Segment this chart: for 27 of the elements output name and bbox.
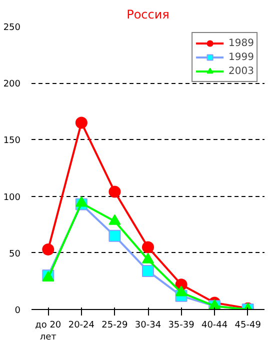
point <box>75 196 88 207</box>
x-tick-label: 35-39 <box>168 320 195 330</box>
x-tick-label: 25-29 <box>102 320 128 330</box>
x-tick-label: 45-49 <box>234 320 262 330</box>
y-tick-label: 250 <box>3 23 21 33</box>
legend-label: 1989 <box>228 36 254 50</box>
y-tick-label: 50 <box>9 249 21 260</box>
x-tick-label: до 20 лет <box>35 320 62 342</box>
point <box>142 241 154 254</box>
point <box>142 252 154 264</box>
point <box>175 286 188 296</box>
point <box>75 116 88 129</box>
chart-title: Россия <box>126 8 170 22</box>
y-tick-label: 100 <box>3 192 21 203</box>
point <box>42 244 54 256</box>
x-tick-label: 40-44 <box>201 320 228 330</box>
point <box>108 186 121 198</box>
y-tick-label: 150 <box>3 136 21 146</box>
legend-label: 1999 <box>228 50 254 64</box>
point <box>108 230 121 242</box>
y-tick-label: 0 <box>14 306 21 316</box>
y-tick-label: 200 <box>3 80 21 90</box>
point <box>142 265 154 278</box>
legend-label: 2003 <box>228 64 254 78</box>
x-tick-label: 30-34 <box>134 320 162 330</box>
point <box>108 214 121 225</box>
x-tick-label: 20-24 <box>68 320 95 330</box>
